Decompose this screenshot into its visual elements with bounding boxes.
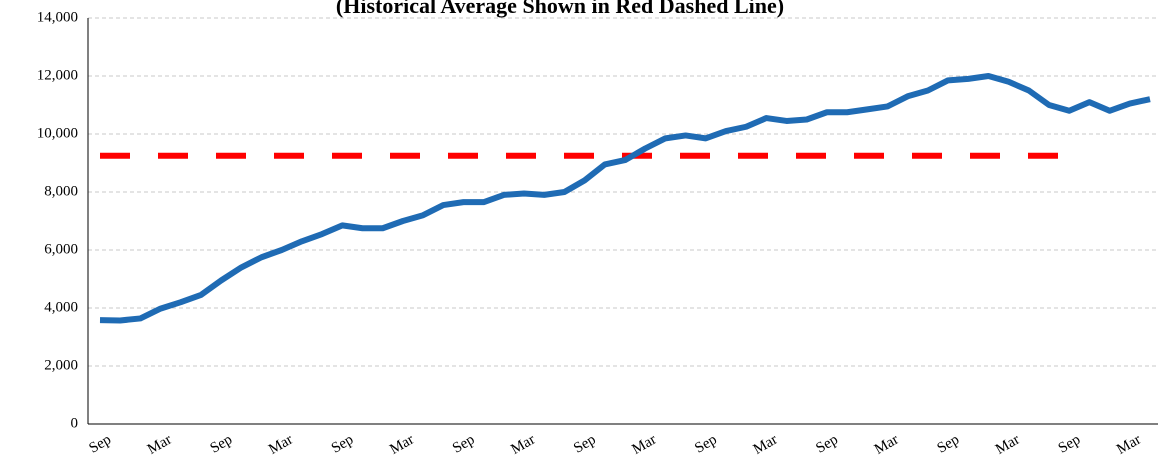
x-tick-label: Mar	[145, 432, 175, 458]
x-tick-label: Mar	[387, 432, 417, 458]
x-tick-label: Sep	[571, 432, 598, 457]
x-tick-label: Sep	[329, 432, 356, 457]
x-tick-label: Mar	[872, 432, 902, 458]
y-tick-label: 6,000	[44, 241, 78, 257]
y-tick-label: 10,000	[37, 125, 78, 141]
y-tick-label: 14,000	[37, 9, 78, 25]
line-series	[99, 73, 1151, 324]
x-tick-label: Mar	[993, 432, 1023, 458]
x-tick-label: Sep	[1056, 432, 1083, 457]
x-tick-label: Sep	[208, 432, 235, 457]
x-tick-label: Sep	[87, 432, 114, 457]
x-tick-label: Sep	[935, 432, 962, 457]
chart-subtitle: (Historical Average Shown in Red Dashed …	[336, 0, 784, 18]
y-tick-label: 12,000	[37, 67, 78, 83]
x-tick-label: Mar	[1114, 432, 1144, 458]
x-tick-label: Mar	[751, 432, 781, 458]
x-tick-label: Mar	[266, 432, 296, 458]
y-tick-label: 0	[71, 415, 79, 431]
y-tick-label: 8,000	[44, 183, 78, 199]
x-tick-label: Mar	[508, 432, 538, 458]
x-tick-label: Sep	[692, 432, 719, 457]
y-tick-label: 2,000	[44, 357, 78, 373]
x-tick-label: Sep	[813, 432, 840, 457]
x-tick-label: Sep	[450, 432, 477, 457]
y-tick-label: 4,000	[44, 299, 78, 315]
x-tick-label: Mar	[630, 432, 660, 458]
